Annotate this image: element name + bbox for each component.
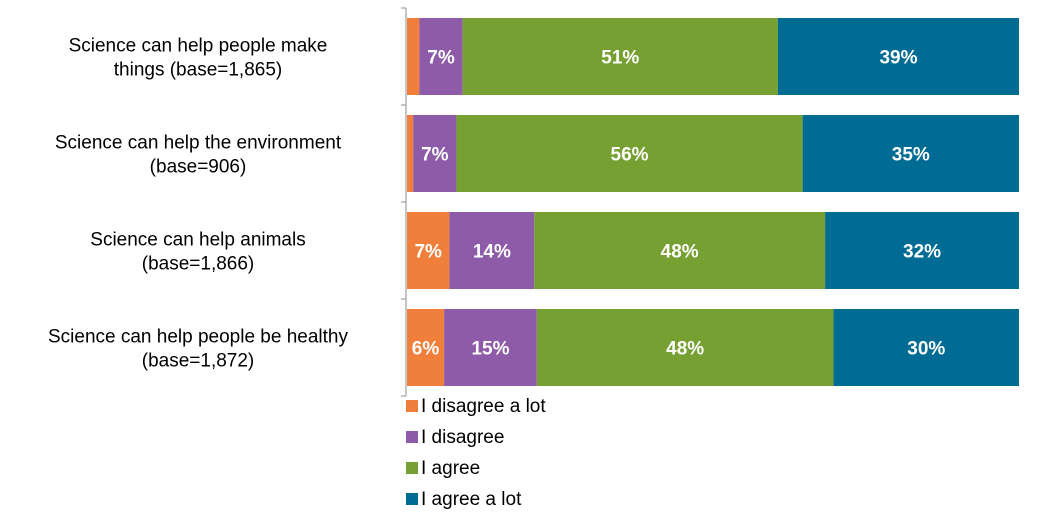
legend-label: I agree bbox=[421, 458, 480, 479]
bar-segment bbox=[534, 212, 826, 289]
legend-swatch bbox=[406, 493, 418, 505]
data-label: 56% bbox=[611, 145, 649, 166]
bar-segment bbox=[802, 115, 1019, 192]
category-axis bbox=[401, 7, 407, 397]
bar-segment bbox=[407, 309, 445, 386]
data-label: 35% bbox=[892, 145, 930, 166]
bar-segment bbox=[825, 212, 1019, 289]
bar-segment bbox=[456, 115, 803, 192]
legend-swatch bbox=[406, 431, 418, 443]
data-label: 14% bbox=[473, 242, 511, 263]
data-label: 7% bbox=[427, 48, 455, 69]
bar-segment bbox=[407, 212, 450, 289]
bar-segment bbox=[449, 212, 535, 289]
legend: I disagree a lot I disagree I agree I agree… bbox=[406, 396, 546, 510]
legend-label: I agree a lot bbox=[421, 489, 522, 510]
bar-segment bbox=[419, 18, 463, 95]
data-label: 48% bbox=[666, 339, 704, 360]
legend-label: I disagree a lot bbox=[421, 396, 546, 417]
category-label: Science can help people be healthy (base=… bbox=[48, 327, 349, 372]
bar-segment bbox=[407, 18, 420, 95]
legend-label: I disagree bbox=[421, 427, 504, 448]
data-label: 51% bbox=[601, 48, 639, 69]
data-label: 32% bbox=[903, 242, 941, 263]
bar-segment bbox=[833, 309, 1019, 386]
plot-area: 7% 51% 39% 7% 56% 35% 7% 14% 48% 32% 6% 15% 48% 30% bbox=[407, 18, 1019, 386]
bar-segment bbox=[536, 309, 834, 386]
category-label: Science can help animals (base=1,866) bbox=[90, 230, 305, 275]
data-label: 48% bbox=[661, 242, 699, 263]
data-label: 7% bbox=[421, 145, 449, 166]
data-label: 6% bbox=[412, 339, 440, 360]
category-labels: Science can help people make things (base… bbox=[48, 36, 349, 372]
data-label: 7% bbox=[414, 242, 442, 263]
bar-segment bbox=[462, 18, 778, 95]
bar-segment bbox=[407, 115, 414, 192]
data-label: 30% bbox=[907, 339, 945, 360]
bar-segment bbox=[444, 309, 537, 386]
legend-swatch bbox=[406, 462, 418, 474]
bar-segment bbox=[413, 115, 457, 192]
data-label: 15% bbox=[471, 339, 509, 360]
bar-segment bbox=[777, 18, 1019, 95]
category-label: Science can help people make things (base… bbox=[69, 36, 328, 81]
category-label: Science can help the environment (base=90… bbox=[55, 133, 342, 178]
legend-swatch bbox=[406, 400, 418, 412]
data-label: 39% bbox=[879, 48, 917, 69]
